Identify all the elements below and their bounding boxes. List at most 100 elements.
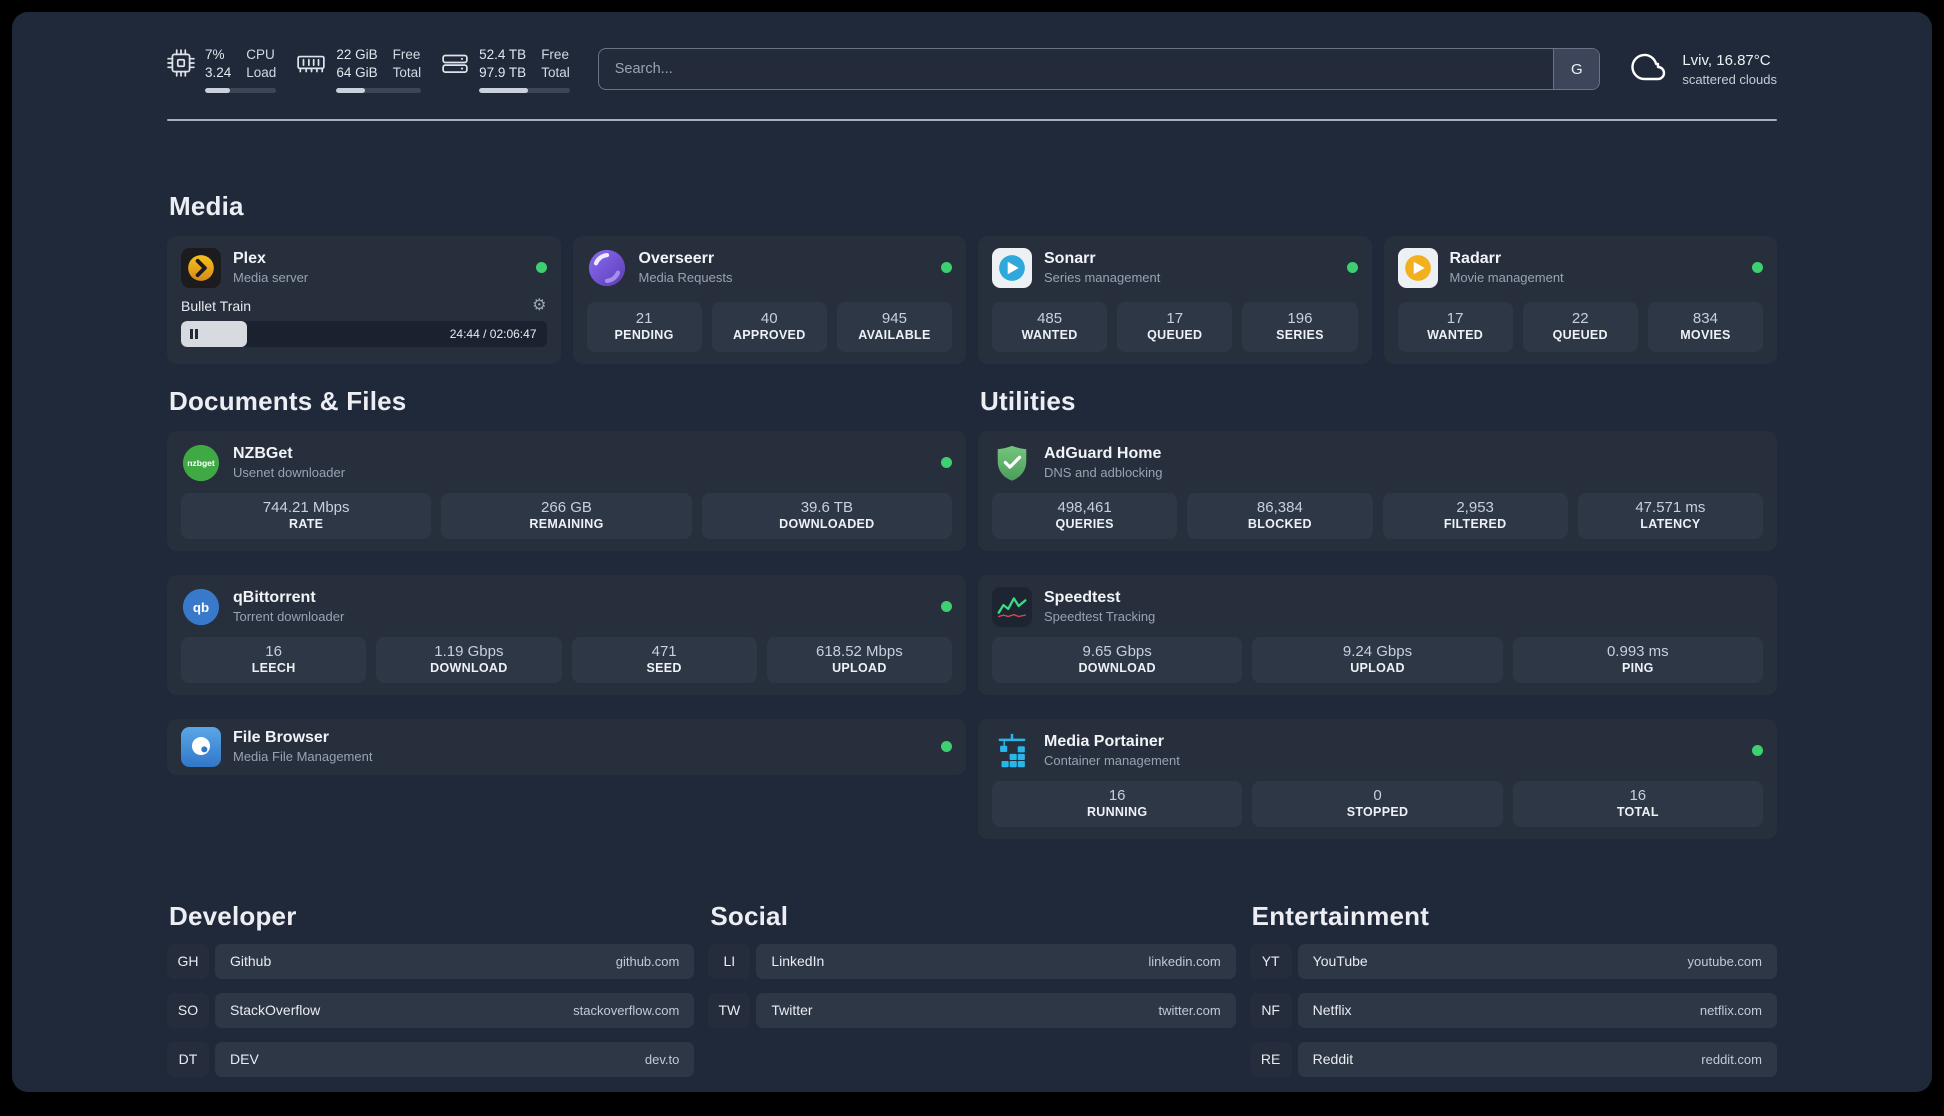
bookmark-github[interactable]: GH Github github.com — [167, 943, 695, 979]
memory-label-top: Free — [392, 47, 421, 62]
weather-location: Lviv, 16.87°C — [1682, 51, 1771, 69]
stat-label: MOVIES — [1680, 327, 1731, 342]
stat-value: 22 — [1571, 309, 1589, 327]
stat-box: 86,384 BLOCKED — [1187, 492, 1373, 539]
cpu-percent: 7% — [205, 47, 225, 62]
service-name: Overseerr — [638, 250, 715, 268]
stat-value: 16 — [1108, 786, 1126, 804]
stat-box: 196 SERIES — [1242, 301, 1358, 352]
status-dot — [1752, 262, 1763, 274]
service-subtitle: Media Requests — [638, 269, 733, 285]
stat-value: 86,384 — [1256, 498, 1303, 516]
disk-widget: 52.4 TB 97.9 TB Free Total — [441, 46, 570, 93]
stat-box: 2,953 FILTERED — [1382, 492, 1568, 539]
stat-value: 0.993 ms — [1606, 642, 1669, 660]
service-subtitle: DNS and adblocking — [1044, 464, 1163, 480]
pause-icon[interactable] — [190, 328, 198, 339]
bookmark-name: Netflix — [1312, 1002, 1352, 1019]
system-stats: 7% 3.24 CPU Load — [167, 46, 570, 93]
stat-box: 39.6 TB DOWNLOADED — [701, 492, 952, 539]
stat-value: 16 — [265, 642, 282, 660]
cpu-chip-icon — [167, 49, 195, 82]
filebrowser-icon — [181, 726, 221, 767]
stat-label: UPLOAD — [1350, 660, 1405, 675]
status-dot — [941, 741, 952, 753]
stat-value: 834 — [1692, 309, 1718, 327]
search-engine-button[interactable]: G — [1553, 49, 1600, 90]
bookmark-abbr: GH — [167, 943, 209, 979]
bookmark-name: YouTube — [1312, 953, 1368, 970]
bookmark-abbr: LI — [708, 943, 751, 979]
stat-value: 266 GB — [541, 498, 592, 516]
portainer-crane-icon — [992, 731, 1032, 771]
search-bar: G — [597, 48, 1601, 91]
section-title-documents: Documents & Files — [169, 385, 407, 416]
bookmark-stackoverflow[interactable]: SO StackOverflow stackoverflow.com — [167, 992, 695, 1028]
gear-icon[interactable]: ⚙ — [532, 296, 547, 314]
service-subtitle: Media File Management — [233, 748, 373, 764]
section-utilities: Utilities — [978, 386, 1777, 839]
bookmark-abbr: RE — [1249, 1041, 1292, 1077]
plex-icon — [181, 247, 221, 288]
bookmark-netflix[interactable]: NF Netflix netflix.com — [1249, 992, 1777, 1028]
playback-progress-bar[interactable]: 24:44 / 02:06:47 — [181, 320, 547, 347]
memory-label-bottom: Total — [392, 65, 422, 81]
stat-label: AVAILABLE — [858, 327, 931, 342]
stat-value: 9.65 Gbps — [1082, 642, 1152, 660]
service-card-filebrowser[interactable]: File Browser Media File Management — [167, 718, 966, 775]
section-title-entertainment: Entertainment — [1251, 900, 1430, 931]
status-dot — [941, 262, 952, 274]
stat-box: 17 WANTED — [1397, 301, 1513, 352]
bookmark-url: twitter.com — [1158, 1002, 1221, 1018]
weather-condition: scattered clouds — [1682, 71, 1777, 87]
service-subtitle: Torrent downloader — [233, 608, 345, 624]
stat-value: 9.24 Gbps — [1342, 642, 1413, 660]
service-card-plex[interactable]: Plex Media server Bullet Train ⚙ 24:44 /… — [167, 235, 561, 364]
stat-box: 498,461 QUERIES — [992, 492, 1178, 539]
service-card-qbittorrent[interactable]: qb qBittorrent Torrent downloader 16 LEE… — [167, 574, 966, 695]
service-card-speedtest[interactable]: Speedtest Speedtest Tracking 9.65 Gbps D… — [978, 574, 1777, 695]
service-name: NZBGet — [233, 445, 293, 463]
service-card-portainer[interactable]: Media Portainer Container management 16 … — [978, 718, 1777, 839]
status-dot — [1346, 262, 1358, 274]
stat-box: 21 PENDING — [586, 301, 702, 352]
cpu-label-bottom: Load — [246, 65, 277, 81]
stat-label: WANTED — [1021, 327, 1078, 342]
service-subtitle: Series management — [1044, 269, 1161, 285]
stat-box: 471 SEED — [571, 636, 757, 683]
stat-value: 21 — [635, 309, 653, 327]
stat-label: DOWNLOADED — [779, 516, 875, 531]
service-card-nzbget[interactable]: nzbget NZBGet Usenet downloader 744.21 M… — [167, 430, 966, 551]
bookmark-abbr: SO — [167, 992, 209, 1028]
memory-total: 64 GiB — [336, 65, 378, 81]
service-card-adguard[interactable]: AdGuard Home DNS and adblocking 498,461 … — [978, 430, 1777, 551]
bookmark-reddit[interactable]: RE Reddit reddit.com — [1249, 1041, 1777, 1077]
service-card-sonarr[interactable]: Sonarr Series management 485 WANTED 17 Q… — [978, 235, 1372, 364]
header-divider — [167, 118, 1777, 121]
service-name: File Browser — [233, 729, 330, 747]
sonarr-icon — [992, 247, 1032, 288]
bookmark-twitter[interactable]: TW Twitter twitter.com — [708, 992, 1236, 1028]
search-input[interactable] — [598, 49, 1554, 90]
service-card-radarr[interactable]: Radarr Movie management 17 WANTED 22 QUE… — [1383, 235, 1777, 364]
section-title-utilities: Utilities — [980, 385, 1076, 416]
cpu-load-avg: 3.24 — [205, 65, 232, 81]
stat-value: 744.21 Mbps — [262, 498, 350, 516]
service-name: qBittorrent — [233, 589, 316, 607]
cpu-widget: 7% 3.24 CPU Load — [167, 46, 277, 93]
stat-label: PING — [1621, 660, 1654, 675]
bookmark-url: linkedin.com — [1148, 953, 1221, 969]
stat-value: 618.52 Mbps — [816, 642, 903, 660]
bookmark-name: DEV — [230, 1051, 259, 1068]
bookmark-youtube[interactable]: YT YouTube youtube.com — [1249, 943, 1777, 979]
stat-label: APPROVED — [732, 327, 806, 342]
service-card-overseerr[interactable]: Overseerr Media Requests 21 PENDING 40 A… — [572, 235, 966, 364]
stat-label: DOWNLOAD — [1078, 660, 1156, 675]
dashboard: 7% 3.24 CPU Load — [12, 12, 1932, 1092]
weather-widget: Lviv, 16.87°C scattered clouds — [1628, 49, 1777, 90]
bookmark-linkedin[interactable]: LI LinkedIn linkedin.com — [708, 943, 1236, 979]
bookmark-dev[interactable]: DT DEV dev.to — [167, 1041, 695, 1077]
stat-box: 485 WANTED — [992, 301, 1108, 352]
section-title-developer: Developer — [169, 900, 297, 931]
stat-label: BLOCKED — [1247, 516, 1312, 531]
